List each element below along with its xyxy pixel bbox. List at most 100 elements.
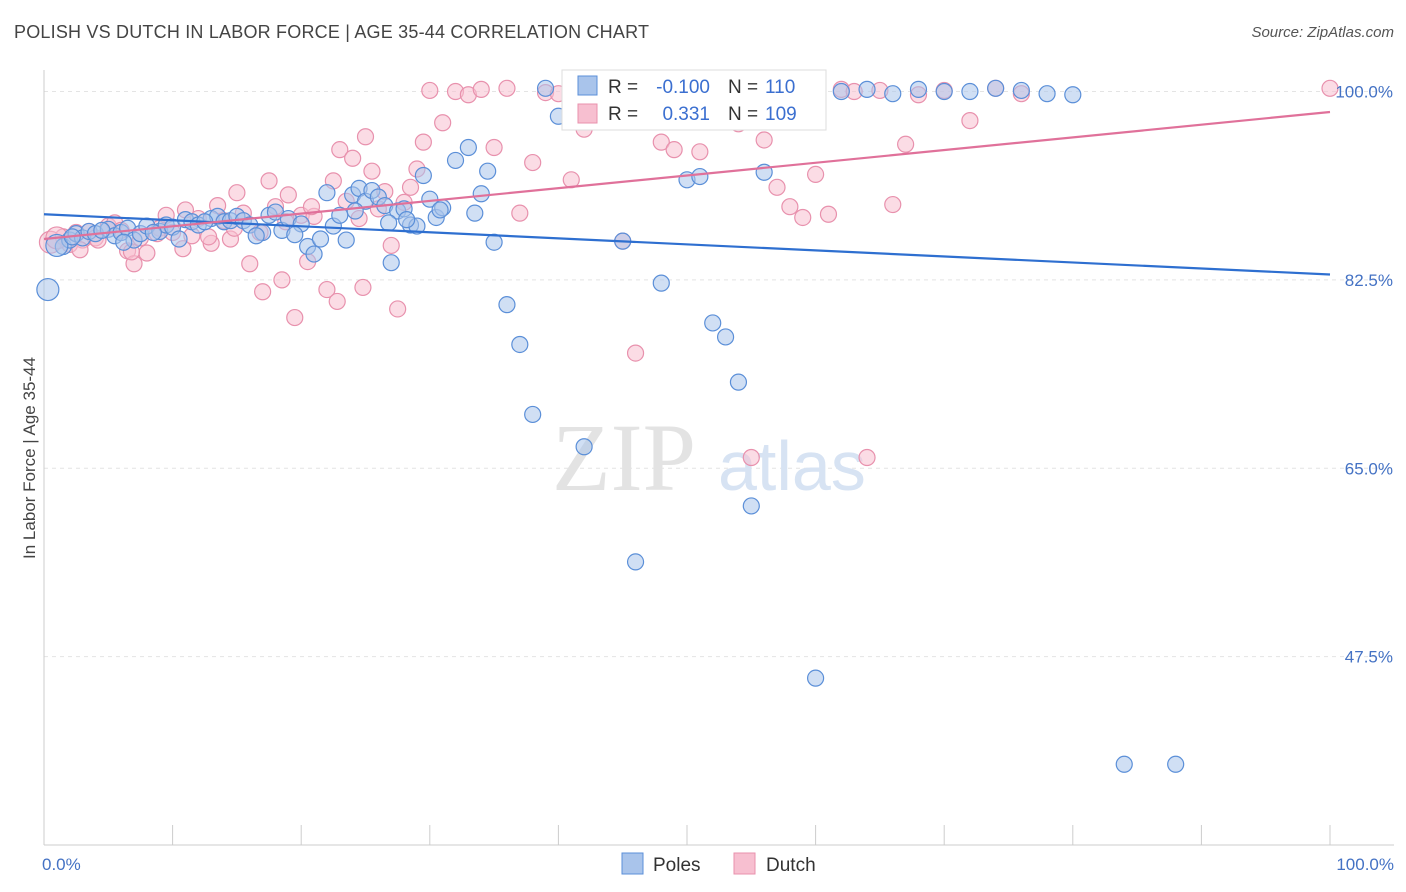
poles-point-108 <box>380 214 398 232</box>
legend-n-label-poles: N = <box>728 77 758 98</box>
dutch-point-26 <box>241 255 259 273</box>
poles-trend-line <box>43 213 1331 276</box>
dutch-point-46 <box>382 236 400 255</box>
poles-point-100 <box>115 233 133 251</box>
poles-point-92 <box>1012 81 1030 100</box>
dutch-point-80 <box>781 198 799 216</box>
poles-point-106 <box>311 230 330 248</box>
dutch-point-13 <box>138 244 156 262</box>
poles-point-0 <box>36 277 60 302</box>
poles-point-66 <box>575 438 593 456</box>
poles-point-58 <box>479 162 497 180</box>
dutch-point-38 <box>331 141 349 159</box>
poles-point-99 <box>93 221 111 239</box>
trend-lines <box>43 110 1331 276</box>
bottom-legend-label-poles: Poles <box>653 855 701 876</box>
dutch-point-59 <box>511 204 529 222</box>
y-tick-label-3: 47.5% <box>1345 648 1393 667</box>
bottom-legend-swatch-poles <box>621 852 644 875</box>
dutch-point-82 <box>806 165 825 184</box>
poles-point-34 <box>305 245 323 263</box>
dutch-point-30 <box>273 271 291 289</box>
poles-point-55 <box>459 138 477 157</box>
y-tick-label-1: 82.5% <box>1345 271 1393 290</box>
poles-point-86 <box>858 80 876 98</box>
poles-point-104 <box>247 227 265 245</box>
poles-point-70 <box>626 553 645 571</box>
y-tick-label-2: 65.0% <box>1345 459 1393 478</box>
dutch-point-53 <box>434 114 452 132</box>
poles-point-87 <box>884 85 902 103</box>
legend-r-label-poles: R = <box>608 77 638 98</box>
dutch-point-106 <box>302 198 321 216</box>
poles-point-72 <box>652 274 670 292</box>
poles-point-61 <box>511 335 529 354</box>
poles-point-102 <box>170 230 188 248</box>
poles-point-35 <box>318 184 336 202</box>
poles-point-38 <box>337 231 355 249</box>
dutch-point-68 <box>626 344 645 362</box>
chart-source: Source: ZipAtlas.com <box>1251 24 1394 41</box>
dutch-point-71 <box>665 141 683 159</box>
series-legend: Poles Dutch <box>621 852 816 876</box>
watermark-atlas: atlas <box>718 427 866 505</box>
dutch-point-42 <box>356 128 375 146</box>
poles-point-54 <box>446 151 465 170</box>
poles-point-62 <box>524 405 542 424</box>
dutch-point-86 <box>858 448 876 467</box>
dutch-point-108 <box>354 278 372 297</box>
poles-point-84 <box>806 669 825 687</box>
poles-point-75 <box>691 167 709 186</box>
dutch-point-79 <box>768 178 786 196</box>
poles-point-79 <box>742 497 760 515</box>
poles-point-60 <box>498 296 516 314</box>
dutch-point-77 <box>742 448 760 467</box>
dutch-point-36 <box>318 280 336 299</box>
dutch-point-49 <box>401 178 420 196</box>
poles-point-110 <box>431 201 449 219</box>
poles-point-56 <box>466 204 484 222</box>
dutch-point-24 <box>228 184 246 202</box>
dutch-point-107 <box>328 292 346 311</box>
bottom-legend-label-dutch: Dutch <box>766 855 816 876</box>
poles-point-109 <box>398 211 416 229</box>
dutch-point-40 <box>344 149 362 167</box>
stats-legend: R = -0.100 N = 110 R = 0.331 N = 109 <box>561 69 827 131</box>
dutch-point-31 <box>279 186 297 204</box>
dutch-point-47 <box>389 300 407 318</box>
dutch-point-27 <box>254 283 272 301</box>
y-tick-label-0: 100.0% <box>1335 83 1393 102</box>
poles-point-59 <box>485 233 503 251</box>
grid-lines <box>44 91 1394 658</box>
poles-point-76 <box>704 314 722 332</box>
poles-point-45 <box>382 254 400 272</box>
axes <box>43 70 1394 846</box>
legend-r-value-dutch: 0.331 <box>662 104 710 125</box>
poles-point-95 <box>1115 755 1133 773</box>
poles-point-63 <box>536 79 555 97</box>
y-axis-label: In Labor Force | Age 35-44 <box>20 357 39 559</box>
dutch-point-51 <box>414 133 432 151</box>
dutch-point-60 <box>524 153 542 172</box>
dutch-point-32 <box>286 308 304 327</box>
chart-title: POLISH VS DUTCH IN LABOR FORCE | AGE 35-… <box>14 22 650 42</box>
watermark-zip: ZIP <box>552 404 696 511</box>
dutch-point-78 <box>755 131 773 149</box>
stats-legend-box <box>561 69 827 131</box>
poles-point-107 <box>346 202 364 220</box>
poles-point-77 <box>716 328 735 346</box>
dutch-point-73 <box>691 143 709 161</box>
poles-point-93 <box>1038 85 1056 103</box>
dutch-point-43 <box>363 162 381 180</box>
legend-r-value-poles: -0.100 <box>656 77 710 98</box>
dutch-point-56 <box>472 80 490 98</box>
x-tick-label-min: 0.0% <box>42 855 81 874</box>
poles-point-94 <box>1064 86 1082 104</box>
dutch-point-89 <box>897 135 915 153</box>
poles-point-78 <box>729 373 748 391</box>
legend-swatch-poles <box>577 75 598 96</box>
dutch-point-52 <box>421 81 439 100</box>
legend-r-label-dutch: R = <box>608 104 638 125</box>
legend-n-value-poles: 110 <box>765 77 795 98</box>
